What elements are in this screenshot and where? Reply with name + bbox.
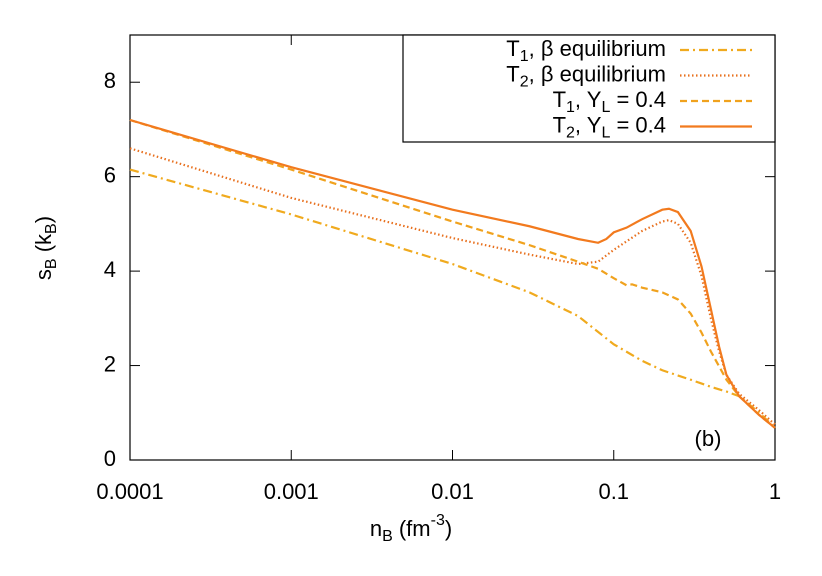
y-tick-label: 6 — [104, 162, 116, 187]
x-axis-label-part: n — [370, 516, 382, 541]
x-axis-label: nB (fm-3) — [370, 512, 452, 545]
legend-label: T2, YL = 0.4 — [553, 112, 666, 141]
legend-label-part: T — [506, 36, 519, 61]
y-tick-label: 4 — [104, 257, 116, 282]
legend-box — [402, 34, 776, 143]
y-tick-label: 0 — [104, 446, 116, 471]
y-axis-label-part: (k — [31, 233, 56, 258]
series-line — [129, 168, 776, 429]
x-axis-label-part: ) — [445, 516, 452, 541]
series-line — [129, 147, 776, 426]
legend-label-part: L — [601, 125, 610, 142]
x-tick-label: 0.1 — [598, 479, 629, 504]
x-tick-label: 0.01 — [431, 479, 474, 504]
x-axis-label-part: -3 — [431, 512, 445, 529]
x-axis-label-part: B — [382, 528, 393, 545]
x-tick-label: 1 — [769, 479, 781, 504]
legend-label: T1, YL = 0.4 — [553, 87, 666, 116]
legend-label-part: 1 — [566, 99, 575, 116]
x-tick-label: 0.0001 — [96, 479, 163, 504]
legend-label-part: T — [553, 87, 566, 112]
legend-label: T2, β equilibrium — [506, 61, 666, 90]
legend-label-part: 1 — [520, 48, 529, 65]
y-axis-label-part: s — [31, 269, 56, 280]
y-axis-label-part: B — [43, 258, 60, 269]
legend-label-part: T — [506, 61, 519, 86]
legend-label: T1, β equilibrium — [506, 36, 666, 65]
legend-label-part: , Y — [575, 87, 602, 112]
legend-label-part: , β equilibrium — [529, 61, 666, 86]
legend-label-part: 2 — [520, 74, 529, 91]
legend-label-part: , β equilibrium — [529, 36, 666, 61]
series-line — [129, 118, 776, 429]
y-tick-label: 2 — [104, 351, 116, 376]
x-tick-label: 0.001 — [264, 479, 319, 504]
y-axis-label-part: ) — [31, 216, 56, 223]
legend-label-part: , Y — [575, 112, 602, 137]
legend-label-part: T — [553, 112, 566, 137]
legend-label-part: = 0.4 — [610, 87, 666, 112]
y-axis-label: sB (kB) — [31, 216, 60, 280]
annotation: (b) — [695, 426, 722, 451]
legend-label-part: 2 — [566, 125, 575, 142]
y-axis-label-part: B — [43, 223, 60, 234]
x-axis-label-part: (fm — [393, 516, 431, 541]
y-tick-label: 8 — [104, 68, 116, 93]
legend-label-part: L — [601, 99, 610, 116]
legend-label-part: = 0.4 — [610, 112, 666, 137]
series-line — [129, 118, 776, 429]
